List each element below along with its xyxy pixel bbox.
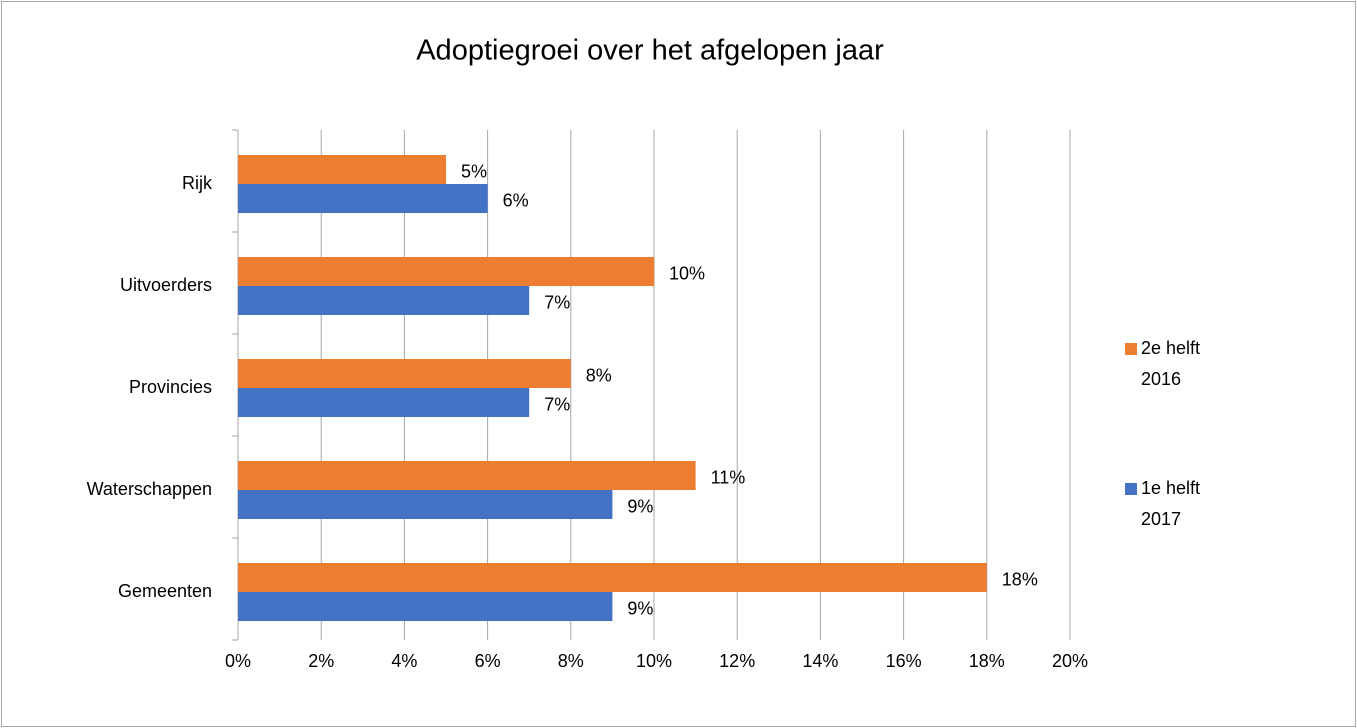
y-tick-label: Provincies (129, 377, 212, 397)
legend-entry: 1e helft 2017 (1141, 478, 1201, 529)
value-label: 6% (503, 190, 529, 210)
value-label: 8% (586, 365, 612, 385)
y-tick-label: Waterschappen (87, 479, 212, 499)
bar (238, 155, 446, 184)
chart-title: Adoptiegroei over het afgelopen jaar (416, 35, 884, 67)
value-label: 5% (461, 161, 487, 181)
y-tick-label: Rijk (182, 173, 213, 193)
legend-label: 2e helft 2016 (1141, 338, 1201, 389)
bar (238, 359, 571, 388)
x-tick-label: 2% (308, 651, 334, 671)
x-tick-label: 0% (225, 651, 251, 671)
x-tick-label: 14% (802, 651, 838, 671)
x-tick-label: 4% (391, 651, 417, 671)
value-label: 7% (544, 292, 570, 312)
x-tick-label: 16% (886, 651, 922, 671)
value-label: 18% (1002, 569, 1038, 589)
legend-label: 1e helft 2017 (1141, 478, 1201, 529)
x-tick-label: 20% (1052, 651, 1088, 671)
bar (238, 461, 696, 490)
x-tick-label: 6% (475, 651, 501, 671)
value-label: 7% (544, 394, 570, 414)
x-tick-label: 8% (558, 651, 584, 671)
x-tick-label: 12% (719, 651, 755, 671)
x-tick-label: 18% (969, 651, 1005, 671)
bar (238, 388, 530, 417)
y-tick-label: Gemeenten (118, 581, 212, 601)
value-label: 11% (711, 467, 746, 487)
legend-swatch (1125, 343, 1137, 355)
bar (238, 286, 530, 315)
bar (238, 592, 613, 621)
x-tick-label: 10% (636, 651, 672, 671)
bar (238, 490, 613, 519)
value-label: 9% (627, 496, 653, 516)
legend-entry: 2e helft 2016 (1141, 338, 1201, 389)
value-label: 10% (669, 263, 705, 283)
bar (238, 563, 987, 592)
value-label: 9% (627, 598, 653, 618)
bar (238, 257, 654, 286)
bar (238, 184, 488, 213)
y-tick-label: Uitvoerders (120, 275, 212, 295)
legend-swatch (1125, 483, 1137, 495)
